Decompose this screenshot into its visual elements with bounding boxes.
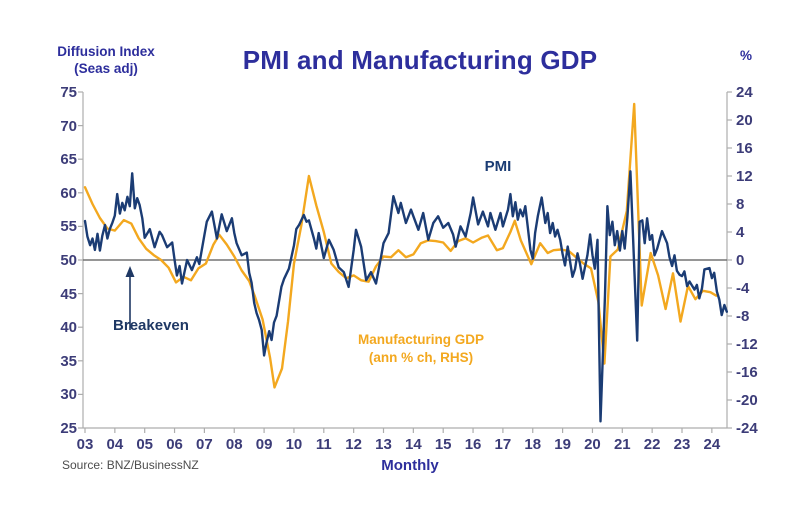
x-axis-tick-label: 23 bbox=[673, 436, 691, 453]
x-axis-tick-label: 14 bbox=[405, 436, 422, 453]
right-axis-tick-label: -20 bbox=[736, 392, 758, 409]
x-axis-tick-label: 16 bbox=[464, 436, 482, 453]
x-axis-tick-label: 03 bbox=[76, 436, 94, 453]
left-axis-tick-label: 45 bbox=[60, 285, 77, 303]
right-axis-title: % bbox=[739, 48, 752, 63]
right-axis-tick-label: 12 bbox=[736, 168, 753, 185]
x-axis-tick-label: 13 bbox=[375, 436, 392, 453]
right-axis-tick-label: -16 bbox=[736, 364, 758, 381]
left-axis-tick-label: 35 bbox=[60, 352, 77, 370]
gdp-line bbox=[83, 102, 718, 389]
breakeven-arrow bbox=[125, 266, 135, 277]
gdp-series-label: Manufacturing GDP (ann % ch, RHS) bbox=[335, 331, 507, 367]
left-axis-tick-label: 30 bbox=[60, 386, 77, 404]
right-axis-tick-label: 20 bbox=[736, 112, 753, 129]
left-axis-title-line2: (Seas adj) bbox=[74, 60, 138, 76]
right-axis-tick-label: 0 bbox=[736, 252, 745, 269]
x-axis-tick-label: 15 bbox=[434, 436, 452, 453]
x-axis-tick-label: 05 bbox=[136, 436, 154, 453]
x-axis-tick-label: 09 bbox=[255, 436, 273, 453]
x-axis-tick-label: 12 bbox=[345, 436, 362, 453]
pmi-line bbox=[83, 170, 728, 423]
x-axis-tick-label: 08 bbox=[225, 436, 243, 453]
left-axis-tick-label: 65 bbox=[60, 151, 77, 169]
left-axis-title: Diffusion Index (Seas adj) bbox=[42, 44, 170, 78]
right-axis-tick-label: -12 bbox=[736, 336, 758, 353]
right-axis-tick-label: 16 bbox=[736, 140, 753, 157]
gdp-series-label-line1: Manufacturing GDP bbox=[357, 332, 484, 347]
x-axis-tick-label: 21 bbox=[613, 436, 631, 453]
left-axis-tick-label: 25 bbox=[60, 420, 77, 437]
left-axis-tick-label: 50 bbox=[60, 252, 77, 269]
x-axis-tick-label: 17 bbox=[494, 436, 512, 453]
x-axis-tick-label: 20 bbox=[584, 436, 601, 453]
left-axis-tick-label: 60 bbox=[60, 184, 77, 202]
left-axis-tick-label: 40 bbox=[60, 319, 77, 337]
x-axis-tick-label: 10 bbox=[285, 436, 303, 453]
right-axis-tick-label: -24 bbox=[736, 420, 758, 437]
gdp-series-label-line2: (ann % ch, RHS) bbox=[368, 350, 474, 366]
left-axis-title-line1: Diffusion Index bbox=[57, 44, 155, 59]
left-axis-tick-label: 55 bbox=[60, 218, 77, 236]
left-axis-tick-label: 75 bbox=[60, 84, 77, 101]
pmi-series-label: PMI bbox=[484, 158, 512, 175]
right-axis-tick-label: 8 bbox=[736, 196, 745, 213]
x-axis-tick-label: 06 bbox=[166, 436, 183, 453]
x-axis-tick-label: 22 bbox=[643, 436, 661, 453]
right-axis-tick-label: -8 bbox=[736, 308, 750, 325]
x-axis-tick-label: 11 bbox=[315, 436, 332, 453]
right-axis-tick-label: 4 bbox=[736, 224, 745, 241]
right-axis-tick-label: -4 bbox=[736, 280, 750, 297]
x-axis-tick-label: 18 bbox=[524, 436, 542, 453]
right-axis-tick-label: 24 bbox=[736, 84, 753, 101]
x-axis-tick-label: 24 bbox=[703, 436, 721, 453]
source-note: Source: BNZ/BusinessNZ bbox=[62, 458, 199, 472]
x-axis-title: Monthly bbox=[381, 457, 439, 474]
x-axis-tick-label: 19 bbox=[554, 436, 571, 453]
breakeven-label: Breakeven bbox=[113, 317, 189, 334]
left-axis-tick-label: 70 bbox=[60, 117, 77, 135]
x-axis-tick-label: 07 bbox=[196, 436, 213, 453]
chart-title: PMI and Manufacturing GDP bbox=[242, 45, 598, 75]
x-axis-tick-label: 04 bbox=[106, 436, 124, 453]
